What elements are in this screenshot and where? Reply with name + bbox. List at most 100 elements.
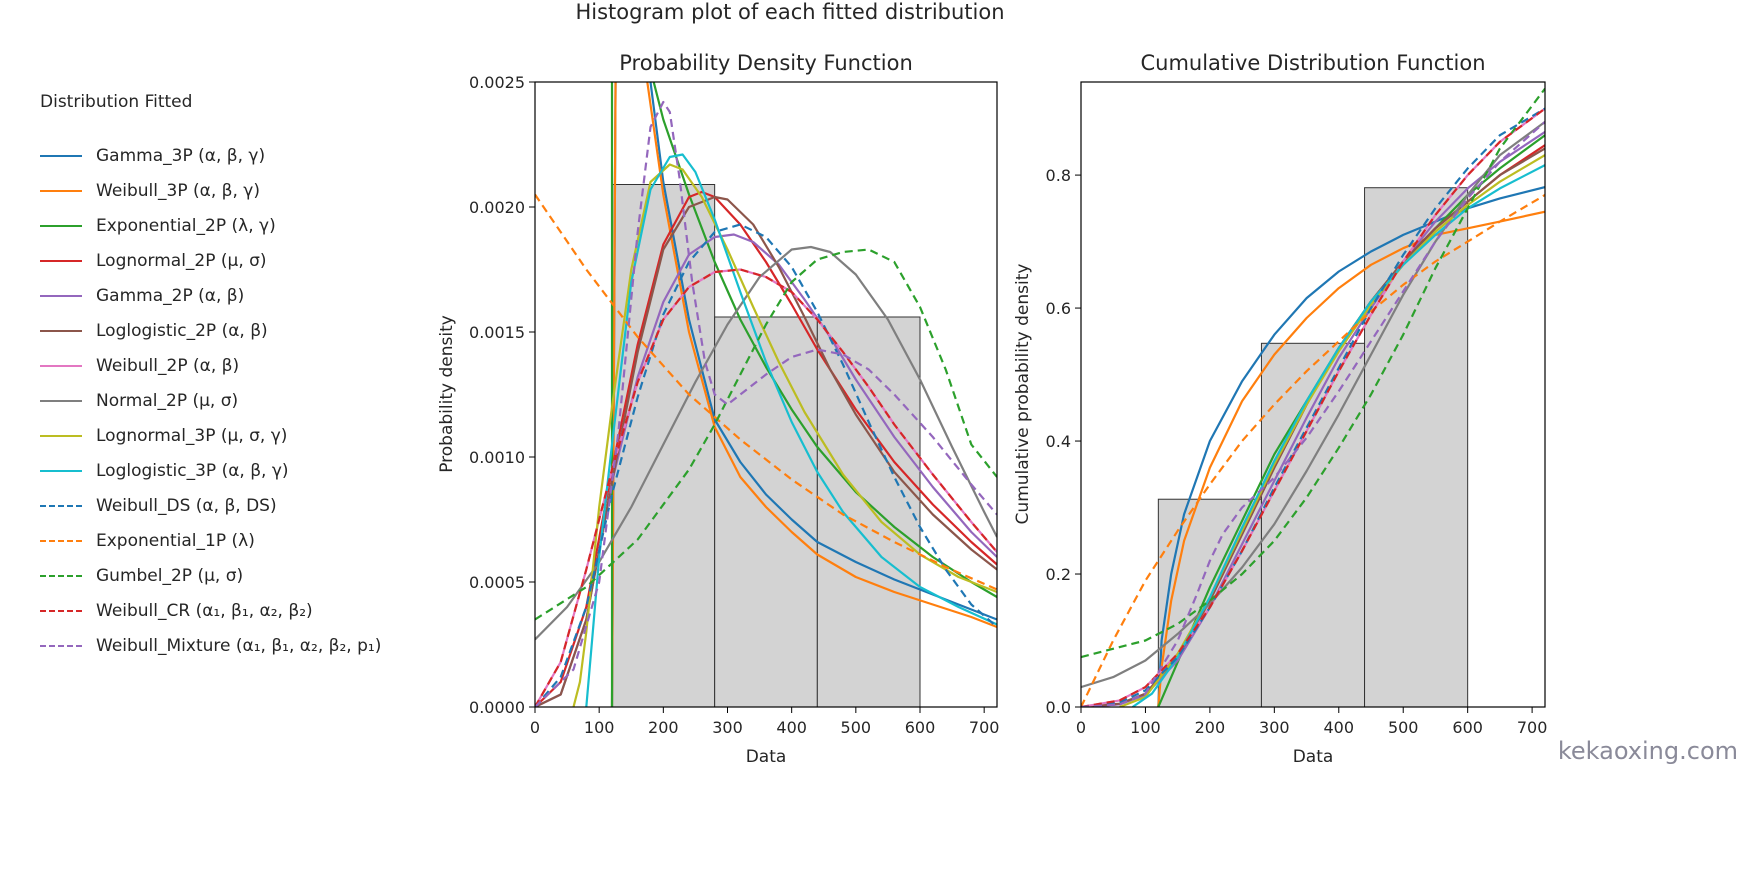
- pdf-x-ticks: 0 100 200 300 400 500 600 700: [530, 707, 1000, 737]
- y-tick-label: 0.0025: [469, 73, 525, 92]
- series-line-gumbel-2p: [1081, 87, 1545, 659]
- series-line-normal-2p: [1081, 121, 1545, 689]
- y-tick-label: 0.8: [1046, 166, 1071, 185]
- legend-line-swatch: [40, 504, 82, 507]
- legend-label: Exponential_2P (λ, γ): [96, 215, 276, 236]
- x-tick-label: 400: [776, 718, 807, 737]
- cdf-lines: [1081, 87, 1545, 707]
- legend-title: Distribution Fitted: [40, 92, 193, 112]
- series-line-weibull-mixture: [535, 100, 997, 707]
- legend-label: Lognormal_3P (μ, σ, γ): [96, 425, 288, 446]
- y-tick-label: 0.0015: [469, 323, 525, 342]
- x-tick-label: 400: [1324, 718, 1355, 737]
- legend-items: Gamma_3P (α, β, γ) Weibull_3P (α, β, γ) Ex…: [40, 138, 440, 663]
- legend-item: Weibull_Mixture (α₁, β₁, α₂, β₂, p₁): [40, 628, 440, 663]
- x-tick-label: 500: [1388, 718, 1419, 737]
- legend-line-swatch: [40, 644, 82, 647]
- legend-label: Normal_2P (μ, σ): [96, 390, 239, 411]
- legend-line-swatch: [40, 329, 82, 332]
- x-tick-label: 500: [841, 718, 872, 737]
- y-tick-label: 0.0000: [469, 698, 525, 717]
- watermark: kekaoxing.com: [1557, 737, 1738, 765]
- legend-item: Weibull_DS (α, β, DS): [40, 488, 440, 523]
- pdf-y-ticks: 0.0000 0.0005 0.0010 0.0015 0.0020 0.0025: [469, 73, 535, 717]
- legend-item: Gumbel_2P (μ, σ): [40, 558, 440, 593]
- series-line-lognormal-3p: [1119, 154, 1545, 707]
- y-tick-label: 0.2: [1046, 565, 1071, 584]
- series-line-weibull-ds: [1081, 107, 1545, 707]
- y-tick-label: 0.4: [1046, 432, 1071, 451]
- legend-label: Weibull_DS (α, β, DS): [96, 495, 277, 516]
- legend-item: Gamma_3P (α, β, γ): [40, 138, 440, 173]
- x-tick-label: 700: [969, 718, 1000, 737]
- x-tick-label: 600: [1452, 718, 1483, 737]
- legend-line-swatch: [40, 539, 82, 542]
- series-line-exponential-2p: [610, 82, 997, 707]
- figure-suptitle: Histogram plot of each fitted distributi…: [575, 0, 1005, 24]
- legend-label: Loglogistic_3P (α, β, γ): [96, 460, 289, 481]
- series-line-weibull-ds: [535, 223, 997, 707]
- legend-line-swatch: [40, 154, 82, 157]
- pdf-histogram: [611, 184, 921, 708]
- legend-label: Loglogistic_2P (α, β): [96, 320, 268, 341]
- cdf-xlabel: Data: [1293, 747, 1334, 767]
- legend-line-swatch: [40, 399, 82, 402]
- y-tick-label: 0.0010: [469, 448, 525, 467]
- legend-item: Exponential_1P (λ): [40, 523, 440, 558]
- x-tick-label: 200: [1195, 718, 1226, 737]
- pdf-lines: [535, 82, 997, 707]
- legend: Distribution Fitted Gamma_3P (α, β, γ) We…: [40, 92, 440, 663]
- legend-label: Gamma_3P (α, β, γ): [96, 145, 266, 166]
- series-line-weibull-cr: [1081, 107, 1545, 707]
- legend-item: Weibull_3P (α, β, γ): [40, 173, 440, 208]
- y-tick-label: 0.6: [1046, 299, 1071, 318]
- legend-line-swatch: [40, 294, 82, 297]
- legend-line-swatch: [40, 609, 82, 612]
- pdf-ylabel: Probability density: [437, 315, 457, 473]
- y-tick-label: 0.0020: [469, 198, 525, 217]
- pdf-frame: [534, 81, 998, 708]
- legend-item: Lognormal_2P (μ, σ): [40, 243, 440, 278]
- legend-label: Gamma_2P (α, β): [96, 285, 245, 306]
- x-tick-label: 0: [1076, 718, 1086, 737]
- histogram-bar: [816, 316, 921, 708]
- series-line-weibull-cr: [535, 268, 997, 707]
- cdf-frame: [1080, 81, 1546, 708]
- legend-label: Weibull_3P (α, β, γ): [96, 180, 260, 201]
- x-tick-label: 0: [530, 718, 540, 737]
- legend-item: Weibull_2P (α, β): [40, 348, 440, 383]
- series-line-lognormal-2p: [535, 190, 997, 707]
- legend-label: Weibull_Mixture (α₁, β₁, α₂, β₂, p₁): [96, 635, 382, 656]
- legend-line-swatch: [40, 259, 82, 262]
- cdf-ylabel: Cumulative probability density: [1013, 264, 1033, 525]
- series-line-loglogistic-2p: [535, 195, 997, 707]
- pdf-title: Probability Density Function: [619, 51, 913, 75]
- series-line-weibull-mixture: [1081, 121, 1545, 707]
- series-line-exponential-1p: [1081, 194, 1545, 707]
- legend-item: Loglogistic_3P (α, β, γ): [40, 453, 440, 488]
- series-line-normal-2p: [535, 245, 997, 641]
- legend-label: Exponential_1P (λ): [96, 530, 255, 551]
- histogram-bar: [714, 316, 818, 708]
- pdf-xlabel: Data: [746, 747, 787, 767]
- x-tick-label: 300: [712, 718, 743, 737]
- legend-line-swatch: [40, 469, 82, 472]
- legend-item: Gamma_2P (α, β): [40, 278, 440, 313]
- x-tick-label: 100: [1130, 718, 1161, 737]
- cdf-y-ticks: 0.0 0.2 0.4 0.6 0.8: [1046, 166, 1081, 717]
- legend-item: Weibull_CR (α₁, β₁, α₂, β₂): [40, 593, 440, 628]
- legend-label: Lognormal_2P (μ, σ): [96, 250, 267, 271]
- series-line-gamma-3p: [610, 82, 997, 707]
- legend-line-swatch: [40, 364, 82, 367]
- legend-item: Exponential_2P (λ, γ): [40, 208, 440, 243]
- pdf-plot: Probability Density Function 0 100 200 300 4…: [437, 51, 1000, 767]
- x-tick-label: 700: [1517, 718, 1548, 737]
- histogram-bar: [1260, 342, 1366, 708]
- x-tick-label: 100: [584, 718, 615, 737]
- legend-label: Gumbel_2P (μ, σ): [96, 565, 244, 586]
- series-line-gumbel-2p: [535, 248, 997, 621]
- legend-label: Weibull_2P (α, β): [96, 355, 240, 376]
- x-tick-label: 200: [648, 718, 679, 737]
- cdf-plot: Cumulative Distribution Function 0 100 200…: [1013, 51, 1547, 767]
